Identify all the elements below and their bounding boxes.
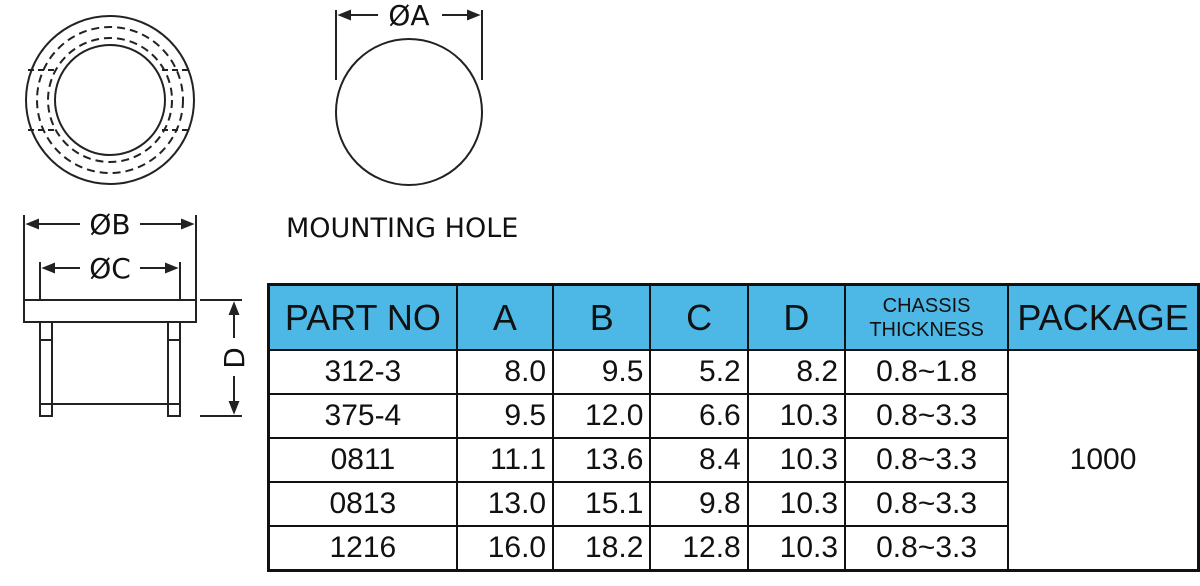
cell: 312-3	[267, 349, 458, 395]
cell: 12.8	[649, 525, 749, 572]
row: 1216 16.0 18.2 12.8 10.3 0.8~3.3	[267, 525, 1199, 572]
row: 0811 11.1 13.6 8.4 10.3 0.8~3.3	[267, 437, 1199, 483]
dim-label: ØB	[89, 208, 130, 241]
row: 312-3 8.0 9.5 5.2 8.2 0.8~1.8 1000	[267, 349, 1200, 572]
header-cell: A	[455, 283, 555, 351]
package-cell: 1000	[1007, 349, 1200, 572]
foot	[167, 403, 181, 417]
cell: 8.2	[746, 349, 847, 395]
dim-label: ØA	[388, 0, 429, 32]
header-cell: C	[649, 283, 749, 351]
hidden-lines	[28, 69, 192, 131]
header-cell: PART NO	[267, 283, 458, 351]
cell: 18.2	[552, 525, 652, 572]
header-cell: D	[746, 283, 847, 351]
header-cell: CHASSIS THICKNESS	[844, 283, 1010, 351]
top-view-dashed	[47, 37, 173, 163]
spec-table: PART NO A B C D CHASSIS THICKNESS PACKAG…	[267, 283, 1200, 572]
dim-bc-lines	[23, 215, 197, 300]
arrow	[228, 301, 240, 415]
cell: 13.6	[552, 437, 652, 483]
dim-a-lines	[335, 10, 483, 80]
cell: 0.8~1.8	[844, 349, 1010, 395]
cell: 9.5	[455, 393, 555, 439]
dim-d-lines	[200, 299, 242, 417]
caption: MOUNTING HOLE	[286, 213, 518, 244]
cell: 5.2	[649, 349, 749, 395]
cell: 8.4	[649, 437, 749, 483]
arrow	[25, 218, 195, 274]
cell: 0.8~3.3	[844, 437, 1010, 483]
row: 375-4 9.5 12.0 6.6 10.3 0.8~3.3	[267, 393, 1199, 439]
body	[39, 322, 181, 405]
mounting-hole	[335, 38, 483, 186]
cell: 0.8~3.3	[844, 481, 1010, 527]
dim-label: ØC	[89, 252, 131, 285]
row: 0813 13.0 15.1 9.8 10.3 0.8~3.3	[267, 481, 1199, 527]
arrow	[337, 9, 481, 21]
cell: 12.0	[552, 393, 652, 439]
cell: 375-4	[267, 393, 458, 439]
cell: 0.8~3.3	[844, 393, 1010, 439]
cell: 9.8	[649, 481, 749, 527]
cell: 8.0	[455, 349, 555, 395]
cell: 0811	[267, 437, 458, 483]
cell: 0.8~3.3	[844, 525, 1010, 572]
cell: 0813	[267, 481, 458, 527]
foot	[39, 403, 53, 417]
top-view-dashed	[36, 26, 184, 174]
cell: 16.0	[455, 525, 555, 572]
cell: 6.6	[649, 393, 749, 439]
top-view-inner	[54, 44, 166, 156]
header-cell: PACKAGE	[1007, 283, 1200, 351]
header-row: PART NO A B C D CHASSIS THICKNESS PACKAG…	[267, 283, 1200, 351]
cell: 1216	[267, 525, 458, 572]
cell: 9.5	[552, 349, 652, 395]
top-view-outer	[25, 15, 195, 185]
cell: 11.1	[455, 437, 555, 483]
flange	[23, 299, 197, 323]
cell: 10.3	[746, 393, 847, 439]
cell: 10.3	[746, 525, 847, 572]
dim-label: D	[218, 347, 251, 369]
cell: 10.3	[746, 437, 847, 483]
cell: 10.3	[746, 481, 847, 527]
cell: 15.1	[552, 481, 652, 527]
cell: 13.0	[455, 481, 555, 527]
header-cell: B	[552, 283, 652, 351]
